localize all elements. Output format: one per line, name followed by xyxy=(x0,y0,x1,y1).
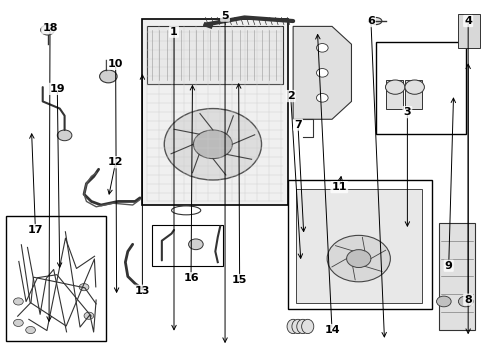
Text: 12: 12 xyxy=(108,157,123,167)
Bar xyxy=(152,225,222,266)
Circle shape xyxy=(326,235,389,282)
Ellipse shape xyxy=(296,319,308,334)
Circle shape xyxy=(14,319,23,327)
Ellipse shape xyxy=(286,319,299,334)
Circle shape xyxy=(316,44,327,52)
Circle shape xyxy=(164,109,261,180)
Text: 9: 9 xyxy=(444,261,452,271)
Text: 19: 19 xyxy=(49,84,65,94)
Bar xyxy=(295,189,421,303)
Text: 16: 16 xyxy=(183,273,199,283)
Bar xyxy=(287,180,431,309)
Circle shape xyxy=(193,130,232,158)
Bar xyxy=(147,26,283,84)
Circle shape xyxy=(41,25,54,35)
Bar xyxy=(458,14,479,48)
Circle shape xyxy=(57,130,72,141)
Text: 8: 8 xyxy=(463,295,471,305)
Circle shape xyxy=(316,68,327,77)
Circle shape xyxy=(188,239,203,249)
Text: 11: 11 xyxy=(331,182,346,192)
Text: 14: 14 xyxy=(324,325,339,335)
Circle shape xyxy=(436,296,450,307)
Circle shape xyxy=(84,312,94,319)
Circle shape xyxy=(458,296,472,307)
Text: 10: 10 xyxy=(108,59,123,69)
Circle shape xyxy=(14,298,23,305)
Circle shape xyxy=(100,70,117,83)
Circle shape xyxy=(26,327,35,334)
Circle shape xyxy=(316,94,327,102)
Text: 5: 5 xyxy=(221,11,228,21)
Text: 1: 1 xyxy=(170,27,178,37)
Text: 2: 2 xyxy=(286,91,294,101)
Text: 18: 18 xyxy=(42,23,58,33)
Text: 6: 6 xyxy=(366,16,374,26)
Bar xyxy=(6,216,106,341)
Circle shape xyxy=(346,249,370,267)
Text: 15: 15 xyxy=(231,275,247,285)
Text: 17: 17 xyxy=(28,225,43,235)
Ellipse shape xyxy=(291,319,304,334)
Bar xyxy=(385,80,402,109)
Text: 4: 4 xyxy=(463,16,471,26)
Circle shape xyxy=(385,80,404,94)
Bar xyxy=(404,80,421,109)
Ellipse shape xyxy=(301,319,313,334)
FancyBboxPatch shape xyxy=(142,19,287,205)
Bar xyxy=(438,223,474,330)
Text: 13: 13 xyxy=(134,286,150,296)
Ellipse shape xyxy=(369,18,381,24)
Polygon shape xyxy=(292,26,351,119)
Circle shape xyxy=(79,284,89,291)
Text: 7: 7 xyxy=(293,120,301,130)
Circle shape xyxy=(404,80,424,94)
Text: 3: 3 xyxy=(403,107,410,117)
Ellipse shape xyxy=(171,206,201,215)
Bar xyxy=(375,42,465,134)
